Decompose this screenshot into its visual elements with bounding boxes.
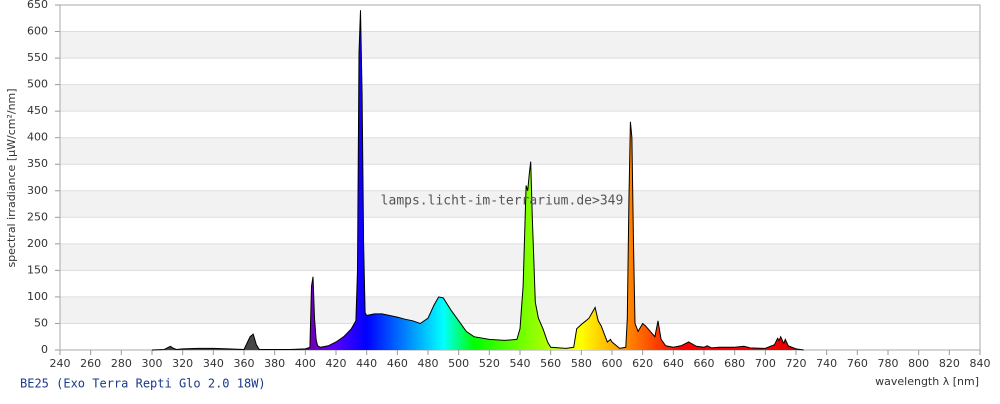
x-tick-label: 640 [663, 357, 684, 370]
x-tick-label: 560 [540, 357, 561, 370]
x-tick-label: 820 [939, 357, 960, 370]
watermark: lamps.licht-im-terrarium.de>349 [381, 194, 624, 209]
x-axis-label: wavelength λ [nm] [875, 375, 979, 388]
y-tick-label: 250 [27, 210, 48, 223]
y-tick-label: 150 [27, 263, 48, 276]
grid-band [60, 31, 980, 59]
x-tick-label: 780 [878, 357, 899, 370]
grid-band [60, 84, 980, 112]
x-tick-label: 240 [50, 357, 71, 370]
x-tick-label: 600 [602, 357, 623, 370]
x-tick-label: 800 [908, 357, 929, 370]
x-tick-label: 260 [80, 357, 101, 370]
y-axis-label: spectral irradiance [µW/cm²/nm] [5, 88, 18, 267]
spectrum-line [151, 10, 804, 351]
grid-band [60, 243, 980, 271]
x-tick-label: 760 [847, 357, 868, 370]
x-tick-label: 700 [755, 357, 776, 370]
x-tick-label: 300 [142, 357, 163, 370]
x-tick-label: 740 [816, 357, 837, 370]
y-tick-label: 600 [27, 25, 48, 38]
x-tick-label: 460 [387, 357, 408, 370]
x-tick-label: 840 [970, 357, 991, 370]
grid-band [60, 190, 980, 218]
x-tick-label: 500 [448, 357, 469, 370]
x-tick-label: 680 [724, 357, 745, 370]
y-tick-label: 450 [27, 104, 48, 117]
y-tick-label: 350 [27, 157, 48, 170]
x-tick-label: 540 [510, 357, 531, 370]
grid-band [60, 137, 980, 165]
x-tick-label: 660 [694, 357, 715, 370]
x-tick-label: 380 [264, 357, 285, 370]
x-tick-label: 280 [111, 357, 132, 370]
y-tick-label: 400 [27, 131, 48, 144]
x-tick-label: 580 [571, 357, 592, 370]
y-tick-label: 100 [27, 290, 48, 303]
y-tick-label: 200 [27, 237, 48, 250]
y-tick-label: 500 [27, 78, 48, 91]
x-tick-label: 480 [418, 357, 439, 370]
x-tick-label: 340 [203, 357, 224, 370]
y-tick-label: 650 [27, 0, 48, 11]
y-tick-label: 0 [41, 343, 48, 356]
chart-title: BE25 (Exo Terra Repti Glo 2.0 18W) [20, 377, 266, 391]
x-tick-label: 320 [172, 357, 193, 370]
x-tick-label: 720 [786, 357, 807, 370]
grid-band [60, 296, 980, 324]
x-tick-label: 360 [234, 357, 255, 370]
x-tick-label: 440 [356, 357, 377, 370]
x-tick-label: 620 [632, 357, 653, 370]
x-tick-label: 520 [479, 357, 500, 370]
y-tick-label: 50 [34, 316, 48, 329]
x-tick-label: 400 [295, 357, 316, 370]
x-tick-label: 420 [326, 357, 347, 370]
y-tick-label: 300 [27, 184, 48, 197]
y-tick-label: 550 [27, 51, 48, 64]
